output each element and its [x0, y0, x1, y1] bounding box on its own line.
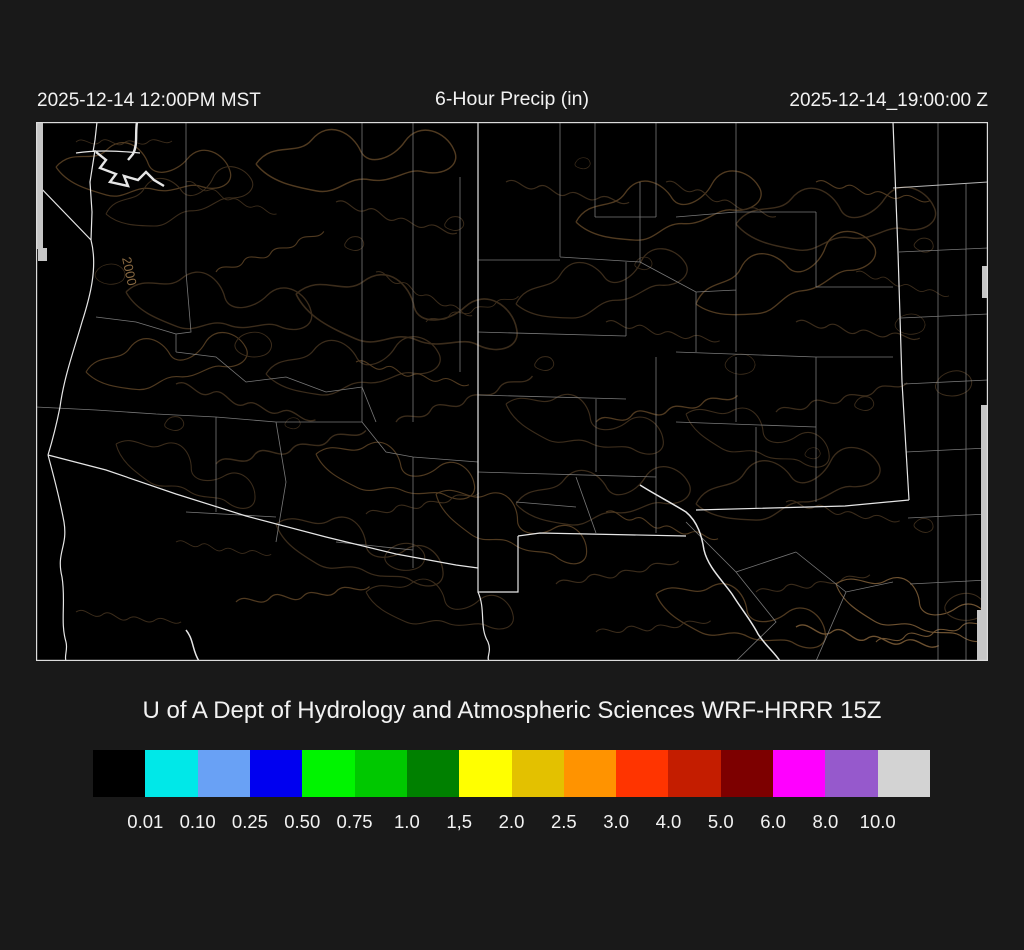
colorbar-swatch: [877, 750, 930, 797]
colorbar-tick-label: 2.0: [498, 811, 525, 832]
domain-edge-masks: [37, 122, 988, 661]
precip-colorbar: [93, 750, 930, 797]
colorbar-swatch: [249, 750, 303, 797]
colorbar-tick-label: 2.5: [550, 811, 577, 832]
colorbar-swatch: [197, 750, 250, 797]
map-frame: [36, 122, 988, 661]
colorbar-tick-labels: 0.01 0.10 0.25 0.50 0.75 1.0 1,5 2.0 2.5 3.0 4.0 5.…: [93, 811, 930, 837]
colorbar-tick-label: 0.50: [284, 811, 321, 832]
state-borders: [36, 122, 988, 661]
colorbar-swatch: [302, 750, 355, 797]
colorbar-tick-label: 10.0: [859, 811, 896, 832]
terrain-contours: [55, 122, 988, 660]
colorbar-tick-label: 8.0: [812, 811, 839, 832]
valid-time-local: 2025-12-14 12:00PM MST: [37, 90, 261, 111]
colorbar-tick-label: 1,5: [446, 811, 473, 832]
colorbar-swatch: [825, 750, 878, 797]
colorbar-tick-label: 5.0: [707, 811, 734, 832]
colorbar-swatch: [406, 750, 460, 797]
county-borders: [36, 122, 988, 661]
colorbar-swatch: [720, 750, 774, 797]
colorbar-swatch: [773, 750, 826, 797]
colorbar-tick-label: 0.75: [336, 811, 373, 832]
colorbar-tick-label: 0.25: [231, 811, 268, 832]
colorbar-tick-label: 0.10: [179, 811, 216, 832]
colorbar-swatch: [354, 750, 407, 797]
colorbar-tick-label: 1.0: [394, 811, 420, 832]
colorbar-tick-label: 0.01: [127, 811, 164, 832]
virgin-river: [95, 122, 165, 188]
product-title: 6-Hour Precip (in): [435, 88, 589, 110]
valid-time-utc: 2025-12-14_19:00:00 Z: [789, 90, 988, 111]
contour-elevation-label: 2000: [119, 256, 140, 287]
colorbar-swatch: [616, 750, 669, 797]
colorbar-swatch: [93, 750, 146, 797]
forecast-map: 2000: [36, 122, 988, 661]
credit-line: U of A Dept of Hydrology and Atmospheric…: [142, 697, 882, 724]
map-graphic: 2000: [36, 122, 988, 661]
colorbar-swatch: [563, 750, 617, 797]
colorbar-tick-label: 6.0: [760, 811, 786, 832]
colorbar-swatch: [668, 750, 721, 797]
colorbar-swatch: [145, 750, 198, 797]
colorbar-tick-label: 4.0: [655, 811, 682, 832]
colorbar-tick-label: 3.0: [603, 811, 629, 832]
colorbar-swatch: [459, 750, 512, 797]
colorbar-swatch: [511, 750, 564, 797]
